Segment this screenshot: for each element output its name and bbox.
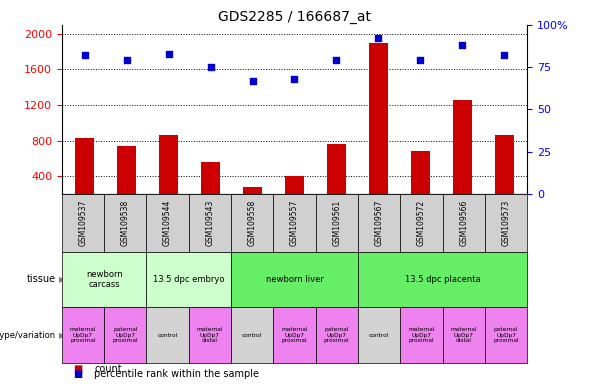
Text: GDS2285 / 166687_at: GDS2285 / 166687_at [218,10,371,23]
Bar [159,135,178,194]
Bar [411,151,430,194]
Point [332,57,341,63]
Point [416,57,425,63]
Bar [117,146,136,194]
Point [458,42,467,48]
Text: ■: ■ [74,369,83,379]
Text: 13.5 dpc placenta: 13.5 dpc placenta [405,275,481,284]
Text: GSM109572: GSM109572 [417,200,426,246]
Point [373,35,383,41]
Text: control: control [157,333,178,338]
Point [206,64,216,70]
Text: paternal
UpDp7
proximal: paternal UpDp7 proximal [324,327,350,343]
Text: maternal
UpDp7
proximal: maternal UpDp7 proximal [70,327,96,343]
Text: maternal
UpDp7
distal: maternal UpDp7 distal [451,327,477,343]
Bar [75,138,94,194]
Text: 13.5 dpc embryo: 13.5 dpc embryo [153,275,224,284]
Text: GSM109566: GSM109566 [459,200,468,246]
Text: ▶: ▶ [59,275,65,284]
Text: maternal
UpDp7
proximal: maternal UpDp7 proximal [408,327,435,343]
Point [499,52,509,58]
Text: newborn liver: newborn liver [266,275,323,284]
Text: percentile rank within the sample: percentile rank within the sample [94,369,259,379]
Text: newborn
carcass: newborn carcass [86,270,123,289]
Text: count: count [94,364,122,374]
Bar [285,176,304,194]
Text: GSM109543: GSM109543 [206,200,214,246]
Point [290,76,299,82]
Bar [495,135,514,194]
Text: GSM109573: GSM109573 [501,200,511,246]
Point [122,57,131,63]
Bar [201,162,220,194]
Text: paternal
UpDp7
proximal: paternal UpDp7 proximal [112,327,138,343]
Bar [369,43,388,194]
Text: paternal
UpDp7
proximal: paternal UpDp7 proximal [493,327,519,343]
Text: GSM109537: GSM109537 [78,200,88,246]
Bar [243,187,262,194]
Point [80,52,90,58]
Text: GSM109561: GSM109561 [332,200,341,246]
Point [164,51,173,57]
Bar [327,144,346,194]
Text: GSM109538: GSM109538 [121,200,130,246]
Text: maternal
UpDp7
distal: maternal UpDp7 distal [197,327,223,343]
Text: ▶: ▶ [59,331,65,339]
Text: control: control [369,333,389,338]
Text: genotype/variation: genotype/variation [0,331,56,339]
Text: maternal
UpDp7
proximal: maternal UpDp7 proximal [282,327,307,343]
Text: GSM109567: GSM109567 [375,200,383,246]
Text: GSM109558: GSM109558 [248,200,257,246]
Bar [453,100,472,194]
Text: control: control [242,333,262,338]
Text: ■: ■ [74,364,83,374]
Text: GSM109557: GSM109557 [290,200,299,246]
Text: tissue: tissue [27,274,56,285]
Point [248,78,257,84]
Text: GSM109544: GSM109544 [163,200,172,246]
